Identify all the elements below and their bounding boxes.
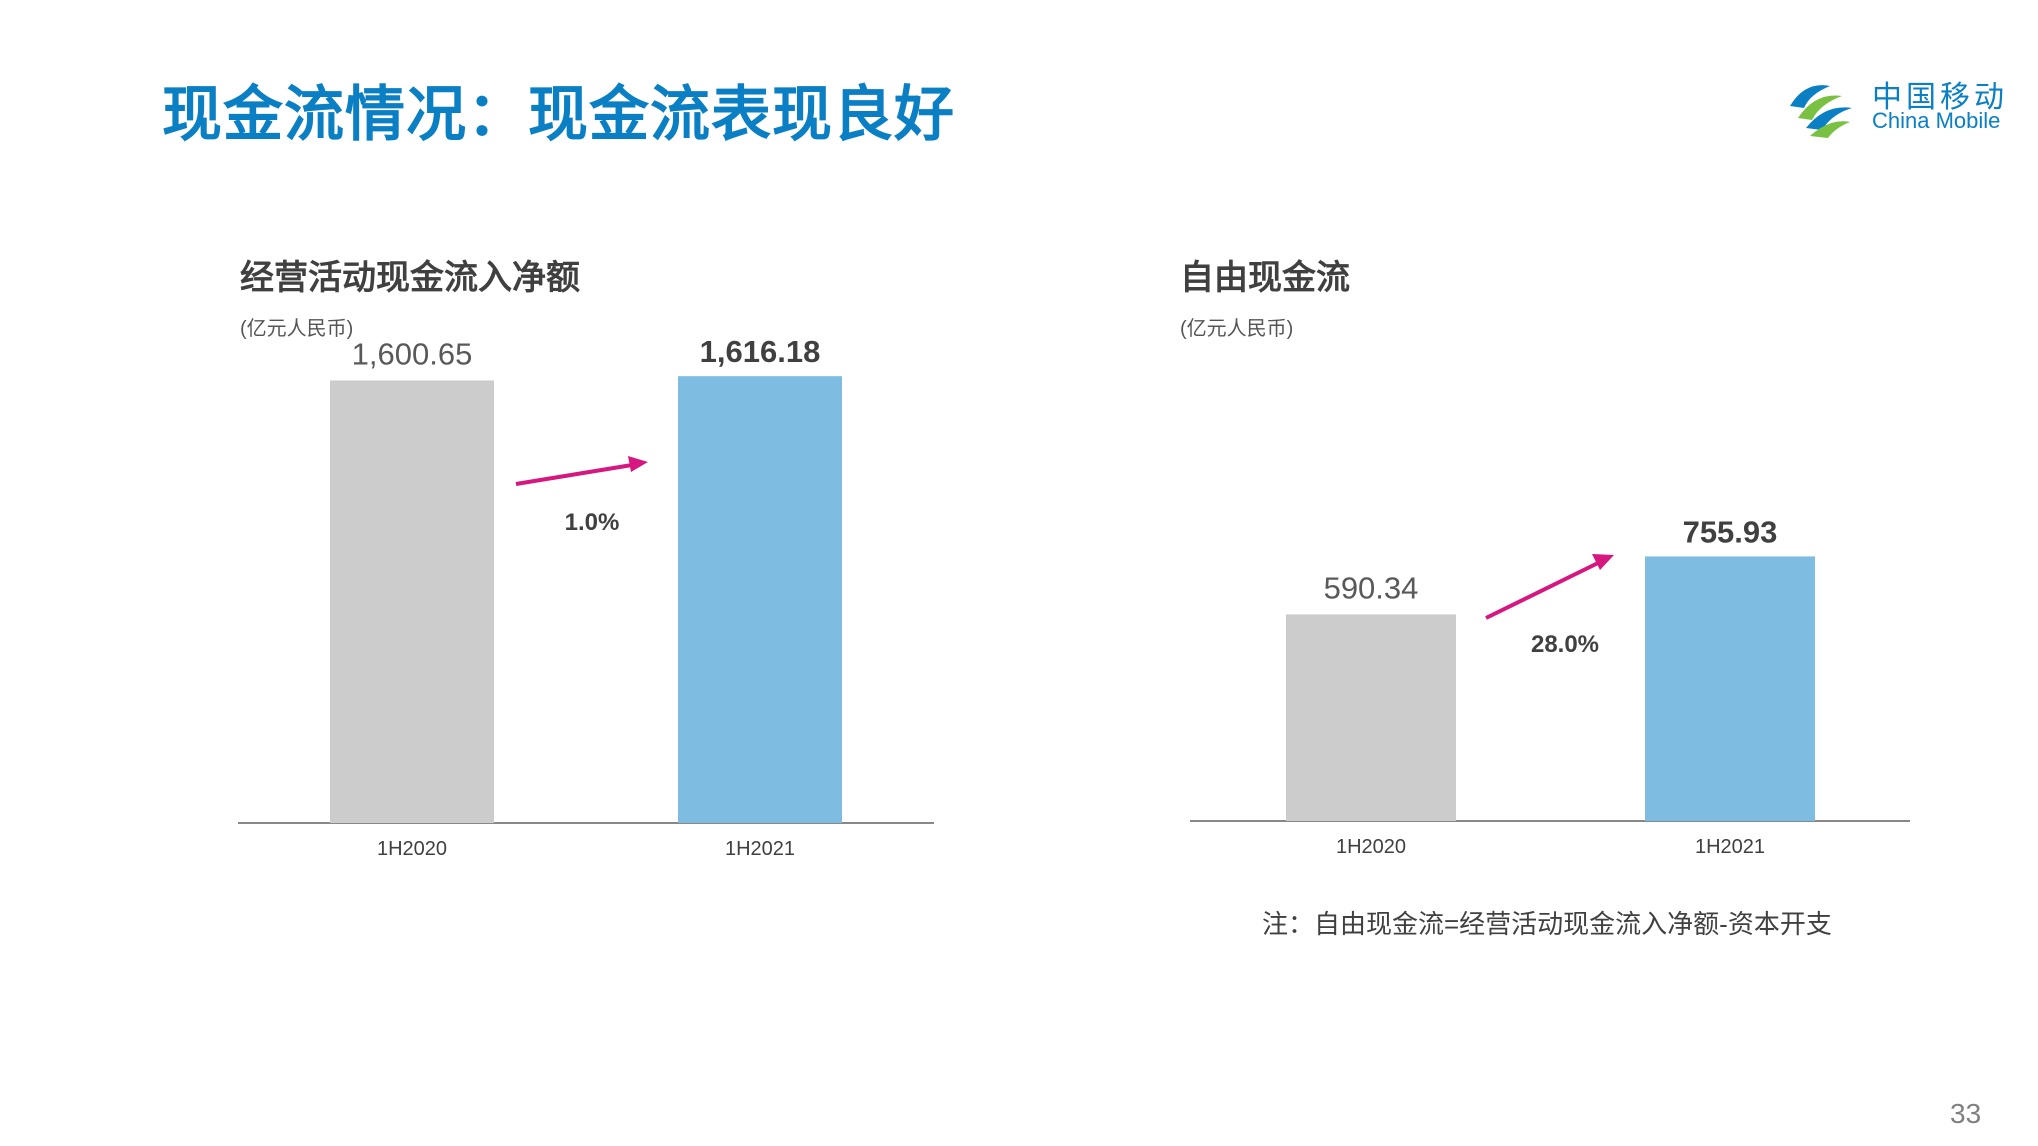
chart-1-unit: (亿元人民币) [240, 318, 354, 340]
china-mobile-logo: 中国移动 China Mobile [1780, 66, 2004, 146]
footnote: 注：自由现金流=经营活动现金流入净额-资本开支 [1262, 909, 1832, 939]
logo-text-en: China Mobile [1872, 108, 2001, 133]
chart-1-growth-arrowhead [628, 456, 648, 472]
chart-2-bar-1h2020 [1286, 614, 1456, 821]
chart-2-value-label-1h2020: 590.34 [1324, 570, 1419, 605]
chart-2-title: 自由现金流 [1180, 259, 1350, 297]
chart-2-tick-1h2021: 1H2021 [1695, 836, 1765, 858]
chart-1-value-label-1h2020: 1,600.65 [352, 336, 473, 371]
logo-text-cn: 中国移动 [1872, 81, 2008, 114]
chart-1-growth-label: 1.0% [565, 509, 620, 536]
china-mobile-logo-icon [1790, 85, 1852, 138]
page-title: 现金流情况：现金流表现良好 [162, 81, 955, 148]
chart-2-value-label-1h2021: 755.93 [1683, 514, 1778, 549]
chart-2-growth-label: 28.0% [1531, 631, 1599, 658]
chart-2-growth-arrow [1485, 561, 1599, 620]
chart-1-tick-1h2021: 1H2021 [725, 838, 795, 860]
chart-2-bar-1h2021 [1645, 556, 1815, 821]
chart-1-bar-1h2021 [678, 376, 842, 823]
chart-1-bar-1h2020 [330, 380, 494, 823]
chart-2-growth-arrowhead [1592, 554, 1614, 570]
chart-1-tick-1h2020: 1H2020 [377, 838, 447, 860]
chart-1-value-label-1h2021: 1,616.18 [700, 334, 821, 369]
chart-1-growth-arrow [515, 463, 633, 486]
page-number: 33 [1950, 1098, 1982, 1129]
chart-2-unit: (亿元人民币) [1180, 318, 1294, 340]
chart-2-tick-1h2020: 1H2020 [1336, 836, 1406, 858]
chart-1-title: 经营活动现金流入净额 [240, 259, 580, 297]
